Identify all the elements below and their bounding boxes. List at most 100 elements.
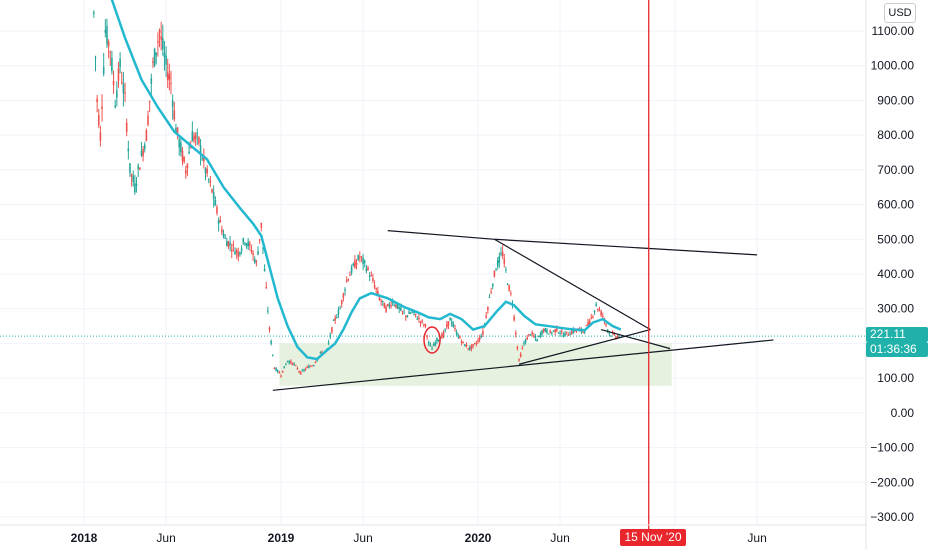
candle-body: [514, 332, 517, 335]
candle-body: [523, 342, 525, 344]
candle-body: [477, 340, 479, 342]
candle-body: [349, 274, 351, 276]
candle-body: [234, 251, 236, 255]
candle-body: [150, 78, 153, 85]
candle-body: [572, 329, 575, 333]
candle-body: [165, 55, 167, 65]
trendline[interactable]: [494, 238, 651, 331]
candle-body: [275, 368, 277, 371]
candle-body: [109, 51, 112, 53]
candle-body: [170, 83, 172, 85]
candle-body: [359, 256, 361, 258]
candle-body: [257, 251, 259, 255]
candle-body: [332, 319, 335, 321]
candle-body: [221, 229, 223, 233]
candle-body: [490, 292, 492, 294]
candle-body: [423, 324, 425, 326]
candle-body: [372, 278, 374, 281]
candle-body: [562, 334, 565, 337]
candle-body: [280, 375, 282, 377]
candle-body: [472, 344, 474, 347]
candle-body: [107, 41, 110, 47]
candle-body: [327, 342, 330, 344]
trendline[interactable]: [387, 230, 495, 240]
candle-body: [319, 352, 322, 354]
trendline[interactable]: [518, 328, 651, 365]
candle-body: [495, 269, 497, 271]
candle-body: [303, 369, 305, 371]
candle-body: [493, 270, 496, 277]
candle-body: [288, 361, 291, 364]
candle-body: [207, 179, 210, 181]
candle-body: [112, 81, 115, 86]
price-tick-label: −200.00: [870, 475, 914, 489]
candle-body: [513, 316, 515, 321]
candle-body: [482, 331, 484, 335]
candle-body: [551, 332, 553, 334]
candle-body: [485, 315, 488, 318]
candle-body: [160, 36, 162, 40]
trendline[interactable]: [272, 339, 774, 391]
candle-body: [404, 315, 407, 318]
candle-body: [125, 122, 128, 132]
candle-body: [601, 315, 604, 317]
candle-body: [457, 335, 460, 338]
candle-body: [396, 304, 399, 309]
candle-body: [242, 238, 245, 243]
candle-body: [567, 334, 570, 336]
candle-body: [260, 222, 263, 228]
candle-body: [199, 145, 202, 155]
candle-body: [450, 321, 453, 325]
trendline[interactable]: [600, 328, 671, 350]
candle-body: [541, 330, 543, 335]
candle-body: [411, 311, 414, 313]
candle-body: [606, 329, 609, 331]
candle-body: [311, 365, 313, 367]
candle-body: [598, 309, 601, 311]
candle-body: [176, 127, 179, 135]
candle-body: [473, 343, 476, 345]
candle-body: [184, 170, 187, 174]
moving-average-line: [110, 0, 622, 361]
candle-body: [549, 330, 552, 333]
candle-body: [436, 337, 438, 342]
candle-body: [336, 317, 338, 319]
price-axis[interactable]: 1100.00 1000.00 900.00 800.00 700.00 600.00 50…: [870, 24, 914, 524]
candle-body: [585, 325, 588, 327]
annotation-circle[interactable]: [423, 326, 441, 354]
candle-body: [362, 257, 364, 264]
candle-body: [582, 331, 584, 333]
candle-body: [377, 290, 379, 295]
currency-button[interactable]: USD: [884, 3, 916, 23]
candle-body: [230, 249, 233, 252]
candle-body: [143, 144, 146, 150]
candle-body: [134, 183, 136, 193]
trendline[interactable]: [494, 238, 758, 256]
candle-body: [316, 360, 318, 362]
candle-body: [557, 332, 560, 334]
candle-body: [385, 306, 387, 312]
candle-body: [368, 275, 371, 277]
candle-body: [252, 253, 254, 255]
candle-body: [444, 329, 446, 331]
candle-body: [610, 335, 612, 337]
time-tick-label: Jun: [353, 531, 372, 545]
candle-body: [421, 320, 423, 322]
candle-body: [249, 243, 251, 246]
candle-body: [506, 284, 509, 286]
candle-body: [139, 167, 141, 170]
candle-body: [114, 105, 116, 108]
candle-body: [464, 344, 466, 347]
candle-body: [503, 258, 506, 264]
trendlines[interactable]: [272, 230, 774, 391]
candle-body: [201, 158, 203, 160]
candle-body: [191, 131, 194, 142]
time-axis[interactable]: 2018Jun2019Jun2020Jun21Jun: [0, 524, 866, 545]
candle-body: [437, 339, 440, 341]
candle-body: [101, 106, 103, 109]
candle-body: [393, 305, 396, 307]
candle-body: [334, 317, 336, 321]
candle-body: [386, 304, 389, 306]
candle-body: [102, 66, 105, 74]
